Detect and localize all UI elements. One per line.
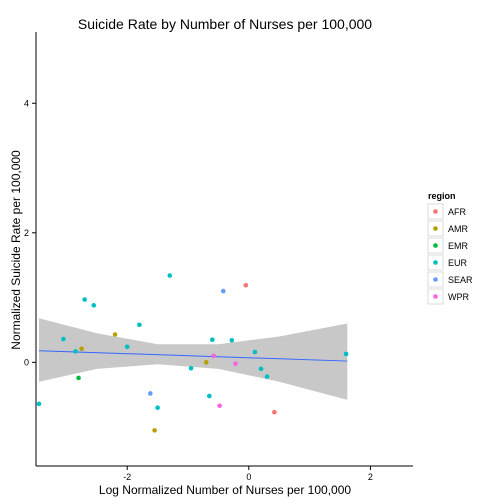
legend-entry-emr: EMR — [427, 237, 469, 254]
legend-entry-amr: AMR — [427, 220, 469, 237]
data-point-eur — [229, 338, 235, 343]
legend-label: AMR — [448, 224, 469, 234]
data-point-eur — [73, 349, 78, 354]
data-point-eur — [82, 297, 87, 302]
x-ticks: -2 0 2 — [123, 466, 373, 482]
data-point-amr — [79, 346, 84, 352]
data-point-wpr — [211, 353, 216, 359]
x-tick-label: 0 — [246, 472, 251, 482]
data-point-eur — [36, 401, 42, 407]
legend-title: region — [428, 191, 456, 201]
data-point-eur — [167, 273, 173, 278]
legend-label: EUR — [448, 258, 468, 268]
data-point-eur — [188, 365, 194, 371]
y-tick-label: 4 — [24, 98, 29, 108]
legend-entry-eur: EUR — [427, 254, 468, 271]
x-tick-label: 2 — [368, 472, 373, 482]
data-point-amr — [112, 332, 118, 337]
x-axis-label: Log Normalized Number of Nurses per 100,… — [99, 483, 351, 497]
data-point-afr — [272, 409, 277, 415]
data-point-eur — [91, 303, 97, 308]
data-point-wpr — [217, 403, 222, 409]
data-point-eur — [124, 344, 130, 350]
legend-swatch — [433, 243, 438, 248]
data-point-eur — [264, 374, 270, 379]
confidence-band — [39, 318, 348, 400]
legend-swatch — [433, 226, 438, 231]
legend-label: AFR — [448, 207, 467, 217]
y-tick-label: 2 — [24, 228, 29, 238]
data-point-amr — [152, 428, 157, 433]
data-point-afr — [243, 282, 249, 288]
axes: -2 0 2 0 2 4 — [24, 32, 413, 482]
data-point-eur — [61, 336, 66, 342]
x-tick-label: -2 — [123, 472, 131, 482]
y-axis-label: Normalized Suicide Rate per 100,000 — [9, 150, 23, 350]
legend-entries: AFR AMR EMR EUR SEAR WPR — [427, 203, 473, 305]
data-point-eur — [206, 393, 212, 399]
data-point-eur — [258, 366, 264, 372]
plot-area — [36, 273, 349, 433]
legend-entry-afr: AFR — [427, 203, 467, 220]
data-point-eur — [210, 337, 215, 342]
data-points — [36, 273, 349, 433]
data-point-eur — [252, 349, 258, 355]
y-tick-label: 0 — [24, 357, 29, 367]
trend-line — [39, 350, 348, 362]
legend-swatch — [433, 294, 438, 299]
data-point-amr — [203, 360, 209, 365]
data-point-eur — [155, 405, 160, 411]
chart-title: Suicide Rate by Number of Nurses per 100… — [78, 16, 372, 32]
y-ticks: 0 2 4 — [24, 98, 36, 367]
legend-label: WPR — [448, 292, 469, 302]
legend-entry-sear: SEAR — [427, 271, 473, 288]
data-point-emr — [76, 375, 81, 381]
legend-label: SEAR — [448, 275, 473, 285]
data-point-eur — [343, 351, 349, 357]
data-point-eur — [137, 322, 142, 328]
legend-label: EMR — [448, 241, 469, 251]
legend: region AFR AMR EMR EUR SEAR WPR — [427, 191, 473, 305]
legend-swatch — [433, 260, 438, 265]
legend-entry-wpr: WPR — [427, 288, 469, 305]
data-point-sear — [148, 391, 153, 396]
data-point-wpr — [233, 361, 238, 366]
data-point-sear — [220, 288, 226, 294]
legend-swatch — [433, 209, 438, 214]
legend-swatch — [433, 277, 438, 282]
